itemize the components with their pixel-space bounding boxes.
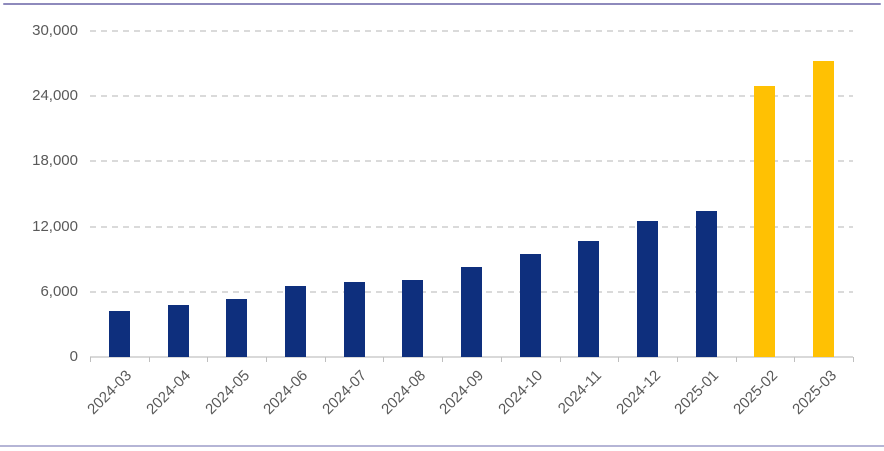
- bar-2024-10[interactable]: [519, 254, 541, 357]
- x-tick-label-2024-06: 2024-06: [260, 367, 312, 418]
- x-axis-tick: [266, 357, 268, 362]
- x-axis-tick: [618, 357, 620, 362]
- bar-2024-05[interactable]: [226, 299, 248, 357]
- gridline-12000: [90, 225, 853, 228]
- y-tick-label-12000: 12,000: [32, 217, 78, 235]
- x-tick-label-2024-11: 2024-11: [554, 367, 605, 418]
- x-axis-tick: [676, 357, 678, 362]
- y-tick-label-24000: 24,000: [32, 87, 78, 105]
- bar-2024-03[interactable]: [108, 311, 130, 357]
- x-tick-label-2024-05: 2024-05: [201, 367, 253, 418]
- x-tick-label-2024-07: 2024-07: [319, 367, 371, 418]
- x-tick-label-2024-10: 2024-10: [495, 367, 547, 418]
- bar-2025-02[interactable]: [754, 86, 776, 357]
- bar-2025-01[interactable]: [695, 211, 717, 357]
- bar-2024-07[interactable]: [343, 282, 365, 357]
- x-axis-tick: [559, 357, 561, 362]
- x-tick-label-2024-09: 2024-09: [436, 367, 488, 418]
- x-axis-tick: [324, 357, 326, 362]
- x-axis-tick: [442, 357, 444, 362]
- y-tick-label-0: 0: [69, 348, 78, 365]
- x-tick-label-2024-08: 2024-08: [377, 367, 429, 418]
- bar-2024-08[interactable]: [402, 280, 424, 357]
- bar-2024-09[interactable]: [461, 267, 482, 357]
- y-tick-label-6000: 6,000: [40, 282, 78, 300]
- chart-border-top: [3, 3, 881, 5]
- plot-area: [90, 30, 854, 362]
- x-tick-label-2025-01: 2025-01: [671, 367, 723, 418]
- x-tick-label-2024-04: 2024-04: [143, 367, 195, 418]
- x-axis-line: [90, 356, 853, 358]
- x-axis-tick: [383, 357, 385, 362]
- bar-2024-12[interactable]: [637, 221, 659, 357]
- x-tick-label-2025-02: 2025-02: [730, 367, 781, 418]
- x-tick-label-2024-03: 2024-03: [84, 367, 136, 418]
- gridline-18000: [90, 160, 853, 163]
- bar-2024-04[interactable]: [167, 305, 189, 357]
- x-axis-tick: [794, 357, 796, 362]
- y-tick-label-18000: 18,000: [32, 152, 78, 170]
- gridline-30000: [90, 30, 853, 32]
- x-tick-label-2024-12: 2024-12: [612, 367, 664, 418]
- x-axis-tick: [148, 357, 150, 362]
- bar-2025-03[interactable]: [813, 61, 835, 357]
- x-axis-tick: [90, 357, 91, 362]
- gridline-24000: [90, 95, 853, 98]
- x-axis-tick: [500, 357, 502, 362]
- x-axis-tick: [735, 357, 737, 362]
- x-axis-tick: [853, 357, 854, 362]
- y-tick-label-30000: 30,000: [32, 22, 78, 39]
- bar-2024-06[interactable]: [284, 286, 306, 357]
- x-tick-label-2025-03: 2025-03: [788, 367, 840, 418]
- x-axis-tick: [207, 357, 209, 362]
- chart-border-bottom: [0, 445, 884, 447]
- bar-2024-11[interactable]: [578, 241, 600, 357]
